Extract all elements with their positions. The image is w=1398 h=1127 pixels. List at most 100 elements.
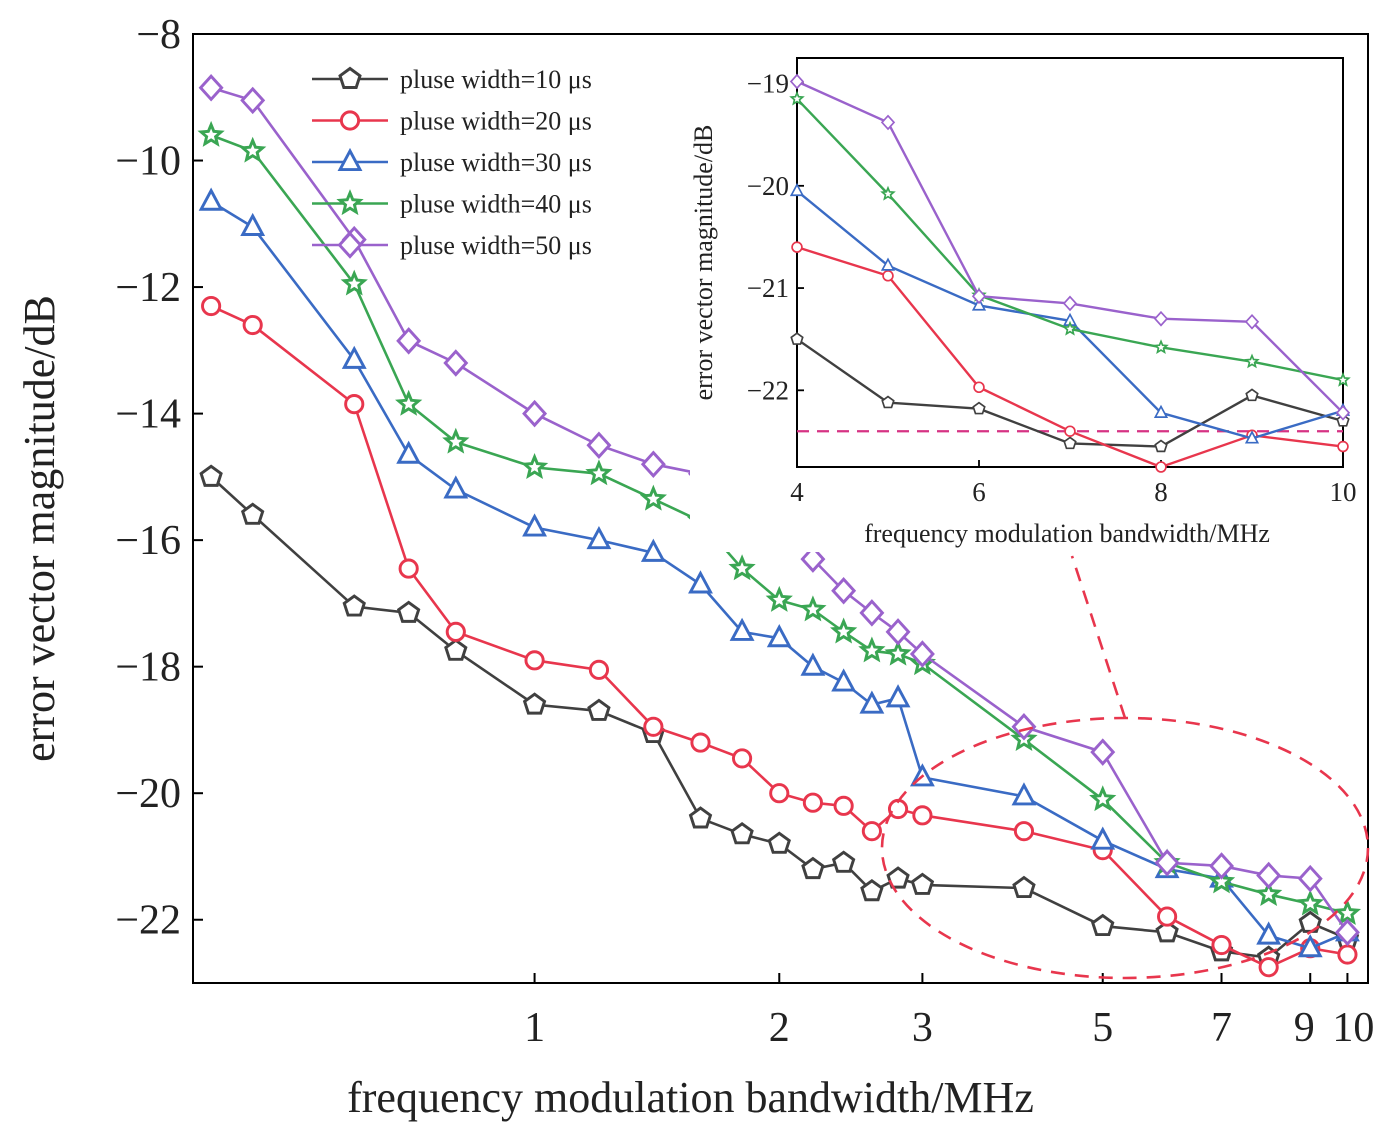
data-point: [1256, 861, 1282, 890]
data-point: [731, 748, 753, 769]
data-point: [442, 427, 470, 454]
data-point: [1258, 957, 1279, 978]
legend: pluse width=10 μs pluse width=20 μs pluse …: [312, 65, 592, 260]
data-point: [801, 856, 825, 880]
inset-data-point: [1244, 353, 1260, 369]
inset-data-point: [789, 90, 805, 106]
data-point: [800, 545, 826, 573]
data-point: [242, 314, 263, 336]
data-point: [640, 450, 666, 478]
inset-x-tick-label: 10: [1330, 477, 1357, 507]
series-2: [201, 295, 1358, 978]
data-point: [444, 638, 468, 661]
data-point: [341, 345, 367, 369]
legend-entry-5: pluse width=50 μs: [312, 231, 592, 260]
inset-background: [690, 56, 1361, 552]
x-axis-title: frequency modulation bandwidth/MHz: [347, 1073, 1034, 1122]
data-point: [522, 692, 547, 715]
inset-x-tick-label: 4: [790, 477, 804, 507]
data-point: [587, 698, 611, 721]
data-point: [398, 558, 419, 579]
inset-data-point: [880, 114, 896, 131]
data-point: [396, 327, 422, 355]
zoom-connector: [1070, 555, 1127, 719]
data-point: [201, 295, 222, 317]
legend-marker: [338, 66, 362, 89]
data-point: [522, 513, 548, 537]
inset-data-point: [789, 73, 805, 90]
data-point: [884, 639, 912, 666]
inset-x-axis-title: frequency modulation bandwidth/MHz: [864, 519, 1270, 548]
data-point: [1255, 880, 1283, 907]
y-tick-label: −8: [136, 12, 181, 58]
data-point: [1013, 821, 1035, 842]
data-point: [1209, 852, 1235, 880]
data-point: [688, 570, 713, 594]
data-point: [395, 389, 423, 416]
data-point: [443, 349, 469, 377]
x-tick-label: 3: [912, 1005, 933, 1051]
data-point: [831, 850, 856, 873]
data-point: [344, 394, 365, 415]
inset-data-point: [1062, 320, 1078, 336]
data-point: [765, 585, 793, 612]
x-tick-label: 7: [1211, 1005, 1232, 1051]
legend-entry-3: pluse width=30 μs: [312, 147, 592, 177]
data-point: [766, 624, 792, 648]
data-point: [830, 617, 858, 644]
inset-data-point: [881, 395, 895, 409]
inset-series-3: [789, 182, 1351, 444]
data-point: [909, 640, 935, 668]
data-point: [769, 783, 790, 804]
inset-data-point: [1335, 404, 1351, 421]
inset-data-point: [1062, 295, 1078, 312]
data-point: [522, 399, 548, 428]
x-tick-label: 2: [769, 1005, 790, 1051]
data-point: [342, 594, 366, 617]
data-point: [445, 621, 466, 642]
data-point: [524, 650, 545, 671]
data-point: [639, 484, 667, 511]
data-point: [586, 526, 612, 550]
data-point: [198, 187, 224, 211]
y-tick-label: −14: [115, 392, 181, 438]
zoom-ellipse: [880, 716, 1370, 980]
legend-label: pluse width=20 μs: [400, 107, 592, 136]
inset-x-tick-label: 6: [972, 477, 986, 507]
data-point: [885, 618, 911, 646]
data-point: [861, 821, 882, 842]
data-point: [1090, 738, 1116, 766]
data-point: [1011, 782, 1037, 806]
inset-data-point: [1154, 439, 1168, 453]
data-point: [1011, 713, 1037, 741]
data-point: [198, 74, 224, 102]
data-point: [767, 831, 791, 854]
inset-data-point: [1335, 371, 1351, 387]
inset-data-point: [882, 270, 894, 282]
plot-frame: [192, 33, 1369, 984]
y-tick-label: −20: [115, 771, 181, 817]
data-point: [800, 652, 826, 676]
data-point: [1155, 920, 1179, 943]
inset-data-point: [971, 288, 987, 305]
inset-data-point: [1063, 436, 1077, 450]
data-point: [443, 475, 469, 499]
data-point: [520, 453, 549, 479]
data-point: [859, 690, 885, 714]
x-tick-label: 5: [1092, 1005, 1113, 1051]
data-point: [690, 732, 711, 753]
data-point: [239, 136, 267, 163]
x-tick-label: 10: [1332, 1005, 1374, 1051]
data-point: [1256, 921, 1282, 945]
data-point: [1333, 899, 1362, 925]
data-point: [831, 577, 857, 605]
inset-data-point: [1244, 313, 1260, 330]
legend-entry-2: pluse width=20 μs: [312, 107, 592, 136]
y-tick-label: −22: [115, 898, 181, 944]
inset-data-point: [1153, 310, 1169, 327]
inset-series-5: [789, 73, 1351, 421]
data-point: [859, 599, 885, 627]
data-point: [886, 866, 910, 889]
series-3: [198, 187, 1360, 958]
inset-data-point: [1064, 425, 1076, 437]
